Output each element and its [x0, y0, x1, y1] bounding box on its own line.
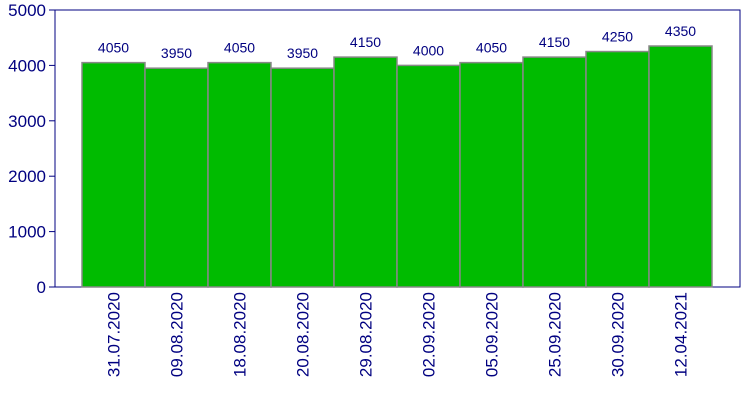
y-tick-label: 3000	[8, 112, 46, 131]
bar	[144, 67, 209, 288]
value-label: 4150	[350, 34, 381, 50]
value-label: 4350	[665, 23, 696, 39]
x-tick-label: 30.09.2020	[609, 292, 628, 377]
bar	[333, 56, 398, 288]
value-label: 4050	[224, 40, 255, 56]
value-label: 4150	[539, 34, 570, 50]
y-tick-label: 5000	[8, 1, 46, 20]
bar	[270, 67, 335, 288]
x-tick-label: 02.09.2020	[420, 292, 439, 377]
value-label: 4050	[98, 40, 129, 56]
x-tick-label: 12.04.2021	[672, 292, 691, 377]
bar	[207, 61, 272, 288]
bar	[459, 61, 524, 288]
value-label: 3950	[287, 45, 318, 61]
x-tick-label: 18.08.2020	[231, 292, 250, 377]
value-label: 4000	[413, 42, 444, 58]
y-tick-label: 4000	[8, 56, 46, 75]
x-tick-label: 20.08.2020	[294, 292, 313, 377]
x-tick-label: 09.08.2020	[168, 292, 187, 377]
bar	[81, 61, 146, 288]
y-tick-label: 0	[37, 278, 46, 297]
bar	[648, 45, 713, 288]
y-tick-label: 2000	[8, 167, 46, 186]
bar	[585, 50, 650, 288]
x-tick-label: 25.09.2020	[546, 292, 565, 377]
bar	[522, 56, 587, 288]
x-tick-label: 29.08.2020	[357, 292, 376, 377]
value-label: 3950	[161, 45, 192, 61]
y-tick-label: 1000	[8, 223, 46, 242]
value-label: 4250	[602, 29, 633, 45]
value-label: 4050	[476, 40, 507, 56]
bar	[396, 64, 461, 288]
x-tick-label: 31.07.2020	[105, 292, 124, 377]
x-tick-label: 05.09.2020	[483, 292, 502, 377]
